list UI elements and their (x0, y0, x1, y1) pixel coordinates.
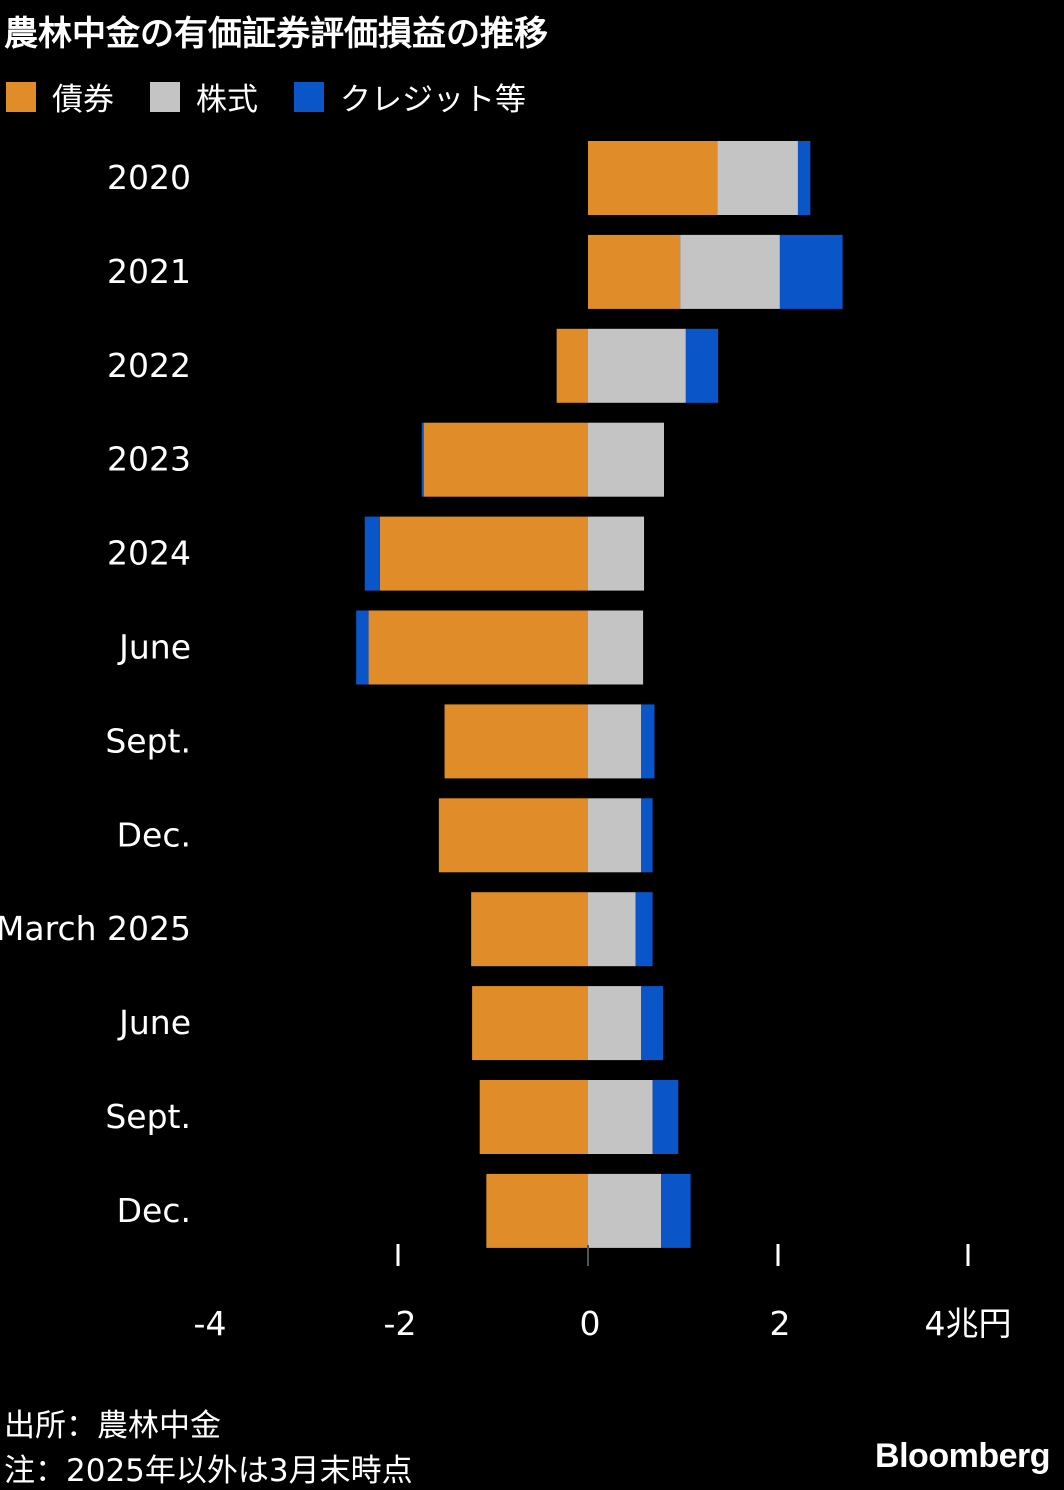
bar-8-series-1 (438, 798, 588, 873)
category-label-2: 2021 (107, 252, 191, 291)
bar-11-series-3 (652, 1080, 679, 1154)
x-tick-label-3: 0 (580, 1304, 601, 1343)
category-label-3: 2022 (107, 346, 191, 385)
bar-12-series-1 (486, 1173, 588, 1248)
category-label-6: June (117, 628, 191, 667)
legend-label-bonds: 債券 (52, 82, 114, 118)
bar-11-series-1 (479, 1080, 588, 1154)
bar-12-series-3 (661, 1173, 691, 1248)
bar-11-series-2 (588, 1080, 653, 1154)
bar-7-series-1 (444, 704, 588, 779)
source-note: 出所：農林中金 (4, 1408, 221, 1444)
legend-item-bonds: 債券 (6, 74, 114, 119)
category-label-9: March 2025 (0, 909, 191, 948)
category-label-4: 2023 (107, 440, 191, 479)
x-tick-label-1: -4 (194, 1304, 227, 1343)
category-label-12: Dec. (117, 1191, 191, 1230)
bar-6-series-3 (356, 610, 369, 685)
legend-swatch-credit (294, 81, 324, 112)
legend: 債券 株式 クレジット等 (6, 74, 562, 119)
bar-8-series-3 (641, 798, 653, 873)
bar-1-series-2 (717, 141, 798, 215)
category-label-5: 2024 (107, 534, 191, 573)
x-tick-label-4: 2 (770, 1304, 791, 1343)
legend-label-credit: クレジット等 (340, 82, 526, 118)
bar-2-series-3 (779, 234, 843, 309)
bar-5-series-2 (588, 516, 645, 591)
bar-10-series-2 (588, 986, 642, 1061)
bar-6-series-1 (368, 610, 588, 685)
legend-swatch-stocks (150, 81, 180, 112)
bar-4-series-1 (423, 422, 588, 497)
category-label-8: Dec. (117, 815, 191, 854)
bar-7-series-2 (588, 704, 642, 779)
bar-9-series-2 (588, 892, 636, 967)
bar-9-series-3 (635, 892, 653, 967)
bar-10-series-3 (641, 986, 664, 1061)
category-label-7: Sept. (105, 721, 191, 760)
x-tick-label-5: 4兆円 (925, 1304, 1012, 1343)
category-label-11: Sept. (105, 1097, 191, 1136)
bar-9-series-1 (471, 892, 588, 967)
category-label-1: 2020 (107, 158, 191, 197)
legend-item-credit: クレジット等 (294, 74, 526, 119)
footnote: 注：2025年以外は3月末時点 (4, 1453, 413, 1489)
bar-3-series-1 (556, 328, 588, 403)
bar-10-series-1 (472, 986, 588, 1061)
x-tick-label-2: -2 (384, 1304, 417, 1343)
bar-5-series-1 (379, 516, 588, 591)
bar-6-series-2 (588, 610, 644, 685)
bar-1-series-1 (588, 141, 718, 215)
bar-2-series-1 (588, 234, 681, 309)
bar-2-series-2 (680, 234, 780, 309)
legend-label-stocks: 株式 (196, 82, 258, 118)
legend-swatch-bonds (6, 81, 36, 112)
chart-title: 農林中金の有価証券評価損益の推移 (4, 14, 548, 54)
bar-1-series-3 (797, 141, 811, 215)
bar-3-series-2 (588, 328, 686, 403)
category-label-10: June (117, 1003, 191, 1042)
bar-chart: 2020 2021 2022 2023 2024 June Sept. Dec. March 2… (0, 141, 1012, 1343)
bar-3-series-3 (685, 328, 719, 403)
bar-7-series-3 (641, 704, 655, 779)
bar-4-series-2 (588, 422, 664, 497)
bar-4-series-3 (421, 422, 424, 497)
bar-8-series-2 (588, 798, 642, 873)
bar-5-series-3 (364, 516, 380, 591)
bar-12-series-2 (588, 1173, 662, 1248)
bloomberg-logo: Bloomberg (875, 1437, 1050, 1475)
legend-item-stocks: 株式 (150, 74, 258, 119)
